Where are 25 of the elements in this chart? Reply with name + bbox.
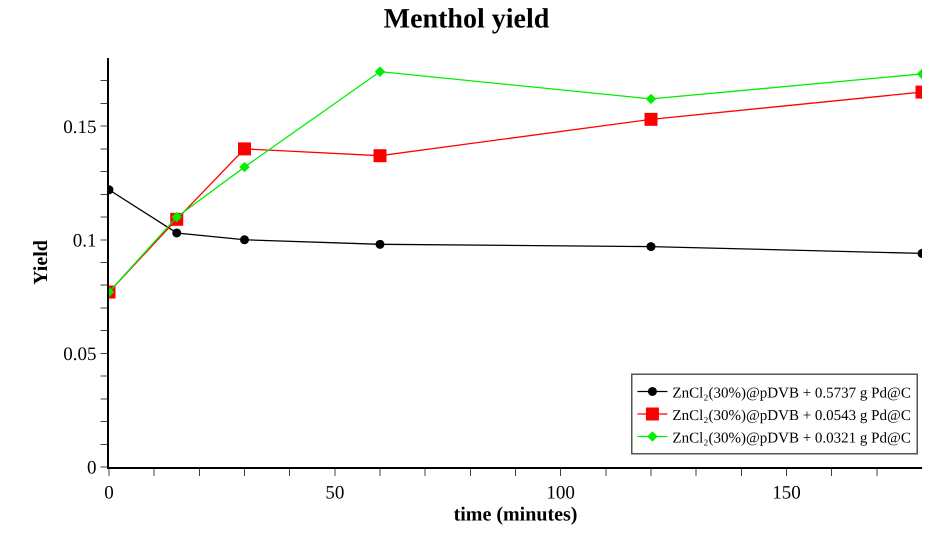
legend-label: ZnCl₂(30%)@pDVB + 0.0321 g Pd@C bbox=[672, 430, 911, 446]
y-tick-label: 0.05 bbox=[63, 344, 96, 366]
point bbox=[238, 142, 251, 156]
point bbox=[646, 242, 656, 252]
point bbox=[172, 228, 182, 238]
point bbox=[374, 149, 386, 162]
x-tick-label: 150 bbox=[772, 482, 801, 504]
legend-label: ZnCl₂(30%)@pDVB + 0.0543 g Pd@C bbox=[672, 408, 911, 424]
point bbox=[644, 112, 658, 126]
y-tick-label: 0 bbox=[86, 458, 96, 479]
point bbox=[239, 162, 250, 172]
point bbox=[374, 66, 386, 77]
x-tick-label: 50 bbox=[325, 482, 344, 504]
x-tick-label: 0 bbox=[104, 482, 114, 504]
point bbox=[172, 212, 182, 222]
legend-label: ZnCl₂(30%)@pDVB + 0.5737 g Pd@C bbox=[672, 385, 911, 402]
x-axis-title: time (minutes) bbox=[454, 504, 578, 526]
point bbox=[646, 94, 656, 104]
x-tick-label: 100 bbox=[546, 482, 575, 504]
y-axis-title: Yield bbox=[30, 240, 52, 285]
point bbox=[240, 235, 249, 244]
y-tick-label: 0.15 bbox=[63, 116, 96, 138]
point bbox=[376, 240, 384, 249]
y-tick-label: 0.1 bbox=[72, 230, 96, 252]
chart-title: Menthol yield bbox=[384, 4, 550, 35]
